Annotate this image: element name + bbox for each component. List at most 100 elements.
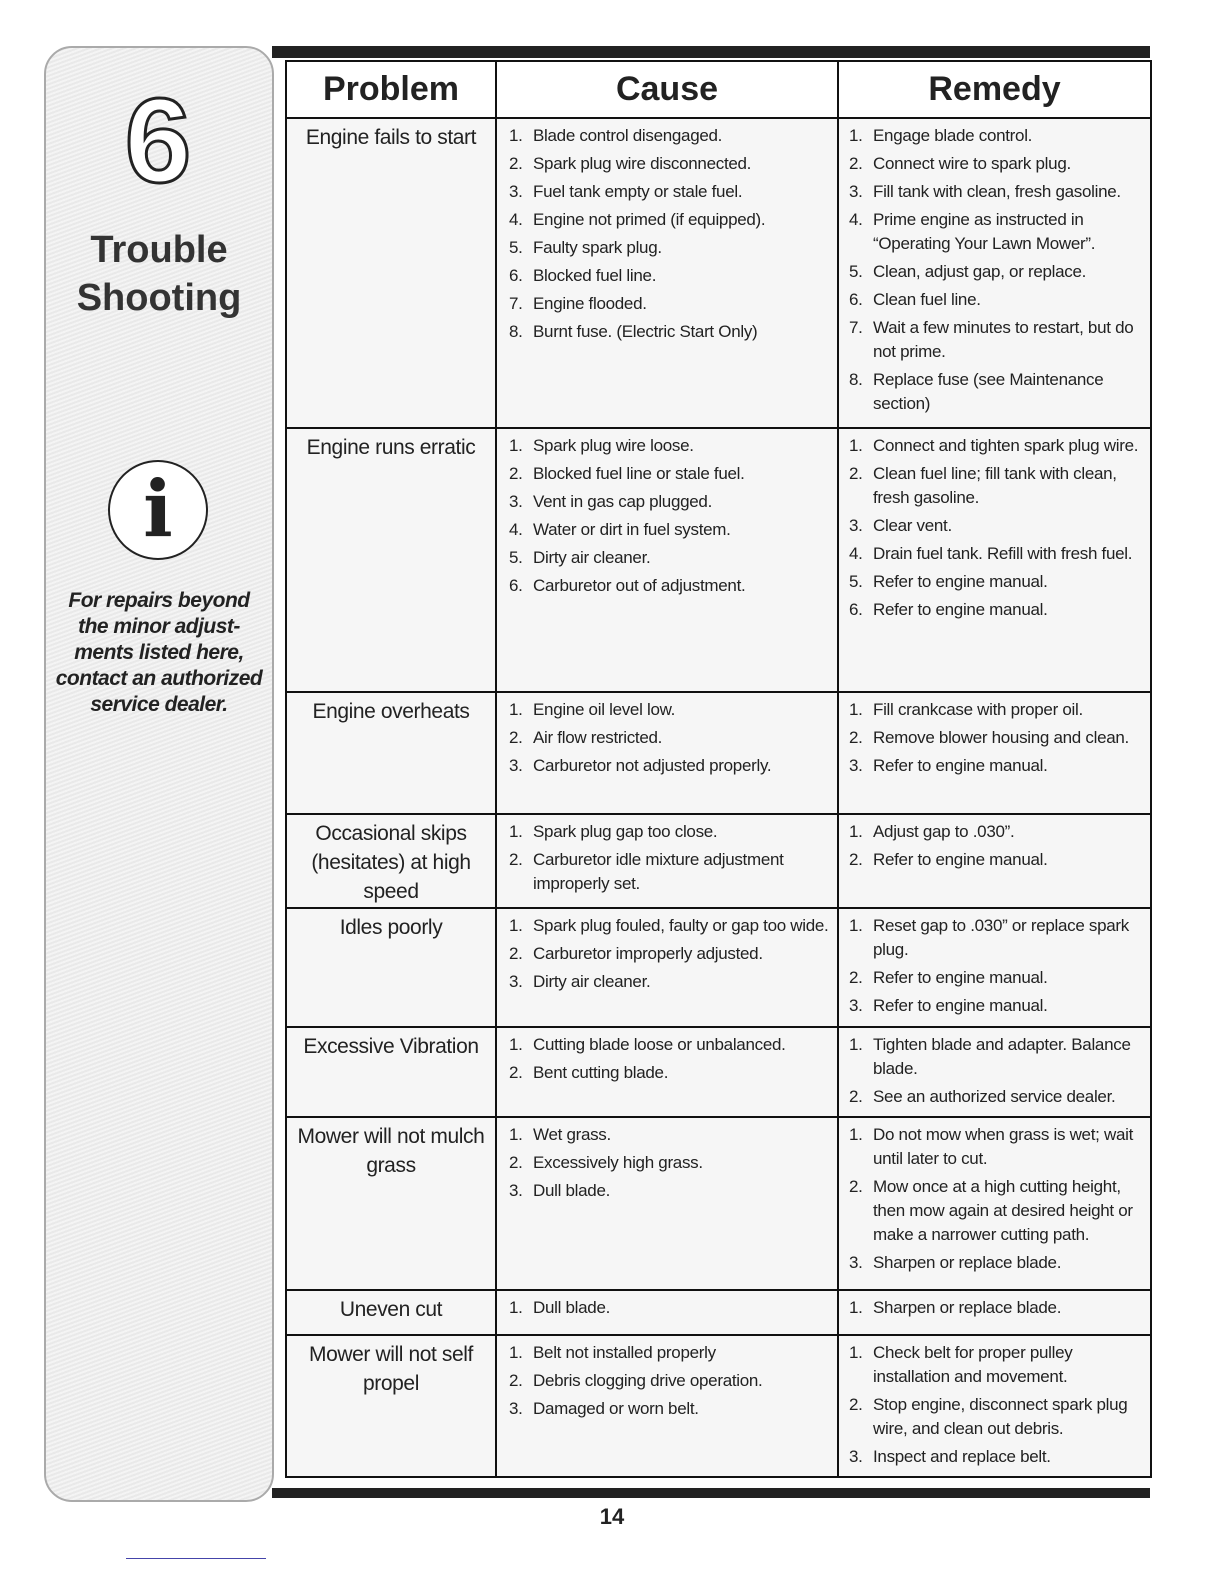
list-item: 1. Engage blade control. — [849, 124, 1150, 148]
item-text: Drain fuel tank. Refill with fresh fuel. — [873, 544, 1133, 563]
item-text: Spark plug wire disconnected. — [533, 154, 752, 173]
item-number: 4. — [849, 544, 863, 563]
item-text: Refer to engine manual. — [873, 756, 1048, 775]
item-text: Fuel tank empty or stale fuel. — [533, 182, 743, 201]
header-problem: Problem — [287, 62, 497, 117]
list-item: 4. Water or dirt in fuel system. — [509, 518, 837, 542]
remedy-cell: 1. Reset gap to .030” or replace spark pl… — [839, 909, 1150, 1026]
item-number: 2. — [849, 1177, 863, 1196]
item-text: Wait a few minutes to restart, but do no… — [873, 318, 1134, 361]
remedy-cell: 1. Engage blade control. 2. Connect wire to… — [839, 119, 1150, 427]
list-item: 1. Engine oil level low. — [509, 698, 837, 722]
list-item: 3. Carburetor not adjusted properly. — [509, 754, 837, 778]
item-text: Mow once at a high cutting height, then … — [873, 1177, 1133, 1244]
remedy-cell: 1. Connect and tighten spark plug wire. 2.… — [839, 429, 1150, 691]
list-item: 1. Spark plug fouled, faulty or gap too w… — [509, 914, 837, 938]
problem-cell: Occasional skips (hesitates) at high spe… — [287, 815, 497, 907]
list-item: 2. Bent cutting blade. — [509, 1061, 837, 1085]
cause-cell: 1. Spark plug gap too close. 2. Carburetor … — [497, 815, 839, 907]
list-item: 7. Engine flooded. — [509, 292, 837, 316]
list-item: 6. Refer to engine manual. — [849, 598, 1150, 622]
list-item: 5. Clean, adjust gap, or replace. — [849, 260, 1150, 284]
item-number: 4. — [509, 520, 523, 539]
item-text: Excessively high grass. — [533, 1153, 703, 1172]
list-item: 2. Refer to engine manual. — [849, 848, 1150, 872]
header-cause: Cause — [497, 62, 839, 117]
list-item: 2. Carburetor improperly adjusted. — [509, 942, 837, 966]
item-text: Clear vent. — [873, 516, 952, 535]
item-number: 2. — [509, 728, 523, 747]
item-text: Engine flooded. — [533, 294, 647, 313]
item-number: 1. — [509, 700, 523, 719]
service-note: For repairs beyond the minor adjust- men… — [55, 589, 263, 716]
item-text: Sharpen or replace blade. — [873, 1253, 1062, 1272]
item-number: 2. — [509, 944, 523, 963]
item-text: Dull blade. — [533, 1298, 611, 1317]
list-item: 3. Dull blade. — [509, 1179, 837, 1203]
item-number: 1. — [509, 1298, 523, 1317]
item-number: 1. — [849, 1035, 863, 1054]
list-item: 3. Damaged or worn belt. — [509, 1397, 837, 1421]
item-text: Refer to engine manual. — [873, 572, 1048, 591]
item-number: 1. — [849, 1298, 863, 1317]
item-text: Carburetor improperly adjusted. — [533, 944, 763, 963]
item-number: 2. — [509, 1371, 523, 1390]
item-number: 2. — [849, 464, 863, 483]
item-number: 2. — [509, 850, 523, 869]
problem-cell: Excessive Vibration — [287, 1028, 497, 1116]
item-number: 6. — [509, 576, 523, 595]
item-text: Prime engine as instructed in “Operating… — [873, 210, 1096, 253]
item-text: Vent in gas cap plugged. — [533, 492, 713, 511]
item-text: Fill tank with clean, fresh gasoline. — [873, 182, 1121, 201]
list-item: 2. Refer to engine manual. — [849, 966, 1150, 990]
item-number: 2. — [849, 154, 863, 173]
item-text: Refer to engine manual. — [873, 968, 1048, 987]
item-number: 6. — [849, 290, 863, 309]
list-item: 1. Fill crankcase with proper oil. — [849, 698, 1150, 722]
list-item: 8. Burnt fuse. (Electric Start Only) — [509, 320, 837, 344]
list-item: 1. Spark plug wire loose. — [509, 434, 837, 458]
list-item: 1. Dull blade. — [509, 1296, 837, 1320]
problem-cell: Engine overheats — [287, 693, 497, 813]
list-item: 2. Carburetor idle mixture adjustment imp… — [509, 848, 837, 896]
page-number: 14 — [599, 1504, 625, 1529]
list-item: 3. Fill tank with clean, fresh gasoline. — [849, 180, 1150, 204]
list-item: 3. Vent in gas cap plugged. — [509, 490, 837, 514]
list-item: 4. Prime engine as instructed in “Operati… — [849, 208, 1150, 256]
item-number: 6. — [849, 600, 863, 619]
list-item: 1. Reset gap to .030” or replace spark pl… — [849, 914, 1150, 962]
item-text: Fill crankcase with proper oil. — [873, 700, 1083, 719]
divider — [126, 1558, 266, 1559]
item-text: Clean fuel line. — [873, 290, 981, 309]
item-text: Engine oil level low. — [533, 700, 676, 719]
item-text: Refer to engine manual. — [873, 600, 1048, 619]
item-text: Replace fuse (see Maintenance section) — [873, 370, 1104, 413]
item-text: Carburetor not adjusted properly. — [533, 756, 772, 775]
list-item: 2. See an authorized service dealer. — [849, 1085, 1150, 1109]
list-item: 1. Check belt for proper pulley installat… — [849, 1341, 1150, 1389]
list-item: 3. Clear vent. — [849, 514, 1150, 538]
problem-cell: Idles poorly — [287, 909, 497, 1026]
list-item: 7. Wait a few minutes to restart, but do … — [849, 316, 1150, 364]
item-text: Cutting blade loose or unbalanced. — [533, 1035, 786, 1054]
list-item: 2. Blocked fuel line or stale fuel. — [509, 462, 837, 486]
item-number: 1. — [509, 822, 523, 841]
item-text: Spark plug fouled, faulty or gap too wid… — [533, 916, 829, 935]
list-item: 3. Refer to engine manual. — [849, 754, 1150, 778]
item-text: Connect wire to spark plug. — [873, 154, 1071, 173]
item-number: 1. — [509, 1343, 523, 1362]
table-row: Engine runs erratic 1. Spark plug wire loo… — [287, 429, 1150, 693]
item-text: Do not mow when grass is wet; wait until… — [873, 1125, 1134, 1168]
item-text: Adjust gap to .030”. — [873, 822, 1015, 841]
item-text: Reset gap to .030” or replace spark plug… — [873, 916, 1129, 959]
item-number: 3. — [509, 972, 523, 991]
item-text: Spark plug gap too close. — [533, 822, 718, 841]
cause-cell: 1. Dull blade. — [497, 1291, 839, 1334]
cause-cell: 1. Engine oil level low. 2. Air flow restri… — [497, 693, 839, 813]
item-number: 1. — [509, 1035, 523, 1054]
list-item: 3. Inspect and replace belt. — [849, 1445, 1150, 1469]
item-text: Dirty air cleaner. — [533, 972, 651, 991]
item-number: 2. — [509, 154, 523, 173]
table-row: Occasional skips (hesitates) at high spe… — [287, 815, 1150, 909]
item-number: 3. — [849, 996, 863, 1015]
